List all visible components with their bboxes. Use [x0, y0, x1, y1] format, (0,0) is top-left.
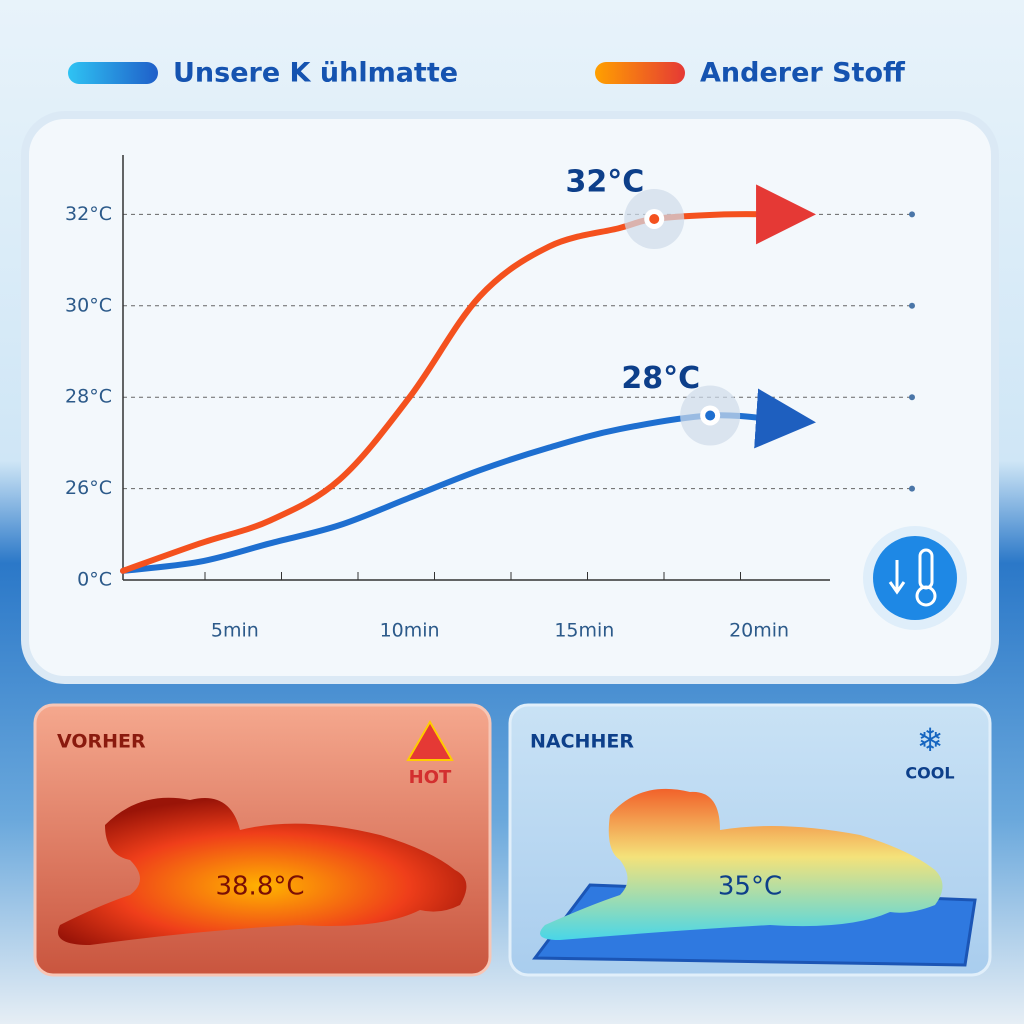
before-temperature: 38.8°C [215, 872, 304, 902]
thermo-icon [863, 526, 967, 630]
legend-label: Unsere K ühlmatte [173, 58, 458, 89]
x-tick-label: 15min [554, 620, 614, 642]
snowflake-icon: ❄ [917, 721, 944, 759]
series-line [120, 388, 816, 574]
legend: Unsere K ühlmatte Anderer Stoff [68, 58, 906, 89]
cool-dog [540, 788, 943, 940]
y-tick-label: 30°C [65, 294, 112, 316]
grid-end-dot [909, 302, 915, 309]
y-tick-label: 26°C [65, 477, 112, 499]
legend-label: Anderer Stoff [700, 58, 906, 89]
before-title: VORHER [57, 731, 146, 753]
x-tick-label: 10min [380, 620, 440, 642]
after-title: NACHHER [530, 731, 634, 753]
grid-end-dot [909, 211, 915, 218]
legend-swatch [68, 62, 158, 84]
grid-end-dot [909, 485, 915, 492]
y-tick-label: 0°C [77, 569, 112, 591]
highlight-label: 28°C [621, 361, 700, 396]
before-badge: HOT [409, 767, 452, 788]
x-tick-label: 5min [211, 620, 259, 642]
hot-dog [58, 797, 467, 945]
grid-end-dot [909, 394, 915, 401]
legend-swatch [595, 62, 685, 84]
highlight-core [649, 213, 660, 224]
y-tick-label: 32°C [65, 203, 112, 225]
after-badge: COOL [905, 764, 954, 783]
highlight-core [705, 410, 716, 421]
plot: 0°C 26°C 28°C 30°C 32°C 5min 10min 15min 20min 28… [65, 155, 915, 642]
hot-icon [406, 720, 454, 761]
x-tick-label: 20min [729, 620, 789, 642]
y-tick-label: 28°C [65, 386, 112, 408]
highlight-label: 32°C [565, 164, 644, 199]
after-temperature: 35°C [718, 872, 782, 902]
